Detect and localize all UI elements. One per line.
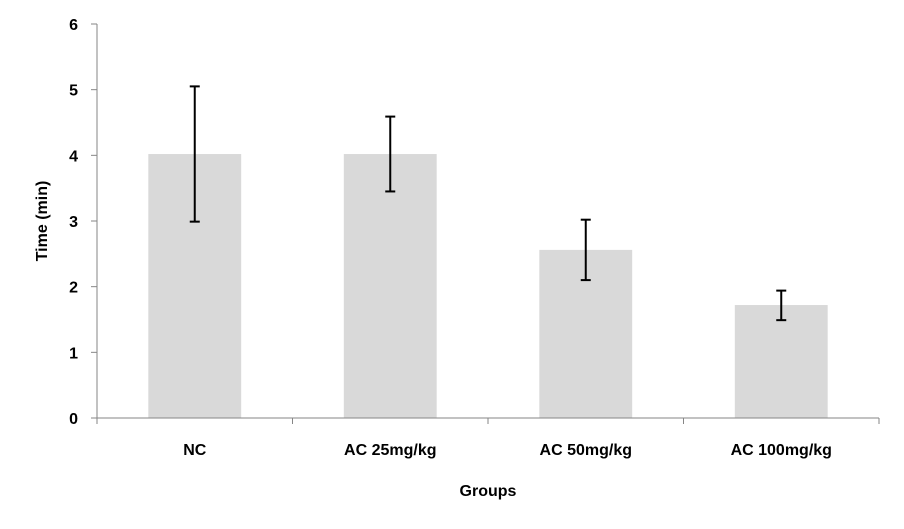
y-tick-label: 6 xyxy=(69,17,78,34)
x-axis-title: Groups xyxy=(460,483,517,500)
y-tick-label: 0 xyxy=(69,411,78,428)
bar xyxy=(734,305,828,418)
x-tick-label: AC 25mg/kg xyxy=(344,442,436,459)
error-bars-group xyxy=(189,85,787,322)
y-tick-labels: 0 1 2 3 4 5 6 xyxy=(69,17,78,428)
y-tick-label: 4 xyxy=(69,148,78,165)
bars-group xyxy=(148,154,828,418)
x-tick-label: AC 50mg/kg xyxy=(540,442,632,459)
y-tick-label: 2 xyxy=(69,280,78,297)
y-tick-label: 3 xyxy=(69,214,78,231)
bar xyxy=(343,154,437,418)
x-tick-label: AC 100mg/kg xyxy=(731,442,832,459)
y-tick-label: 5 xyxy=(69,83,78,100)
x-tick-labels: NC AC 25mg/kg AC 50mg/kg AC 100mg/kg xyxy=(183,442,832,459)
y-tick-label: 1 xyxy=(69,345,78,362)
y-axis-title: Time (min) xyxy=(34,181,51,262)
axes-group xyxy=(91,23,880,424)
x-tick-label: NC xyxy=(183,442,207,459)
